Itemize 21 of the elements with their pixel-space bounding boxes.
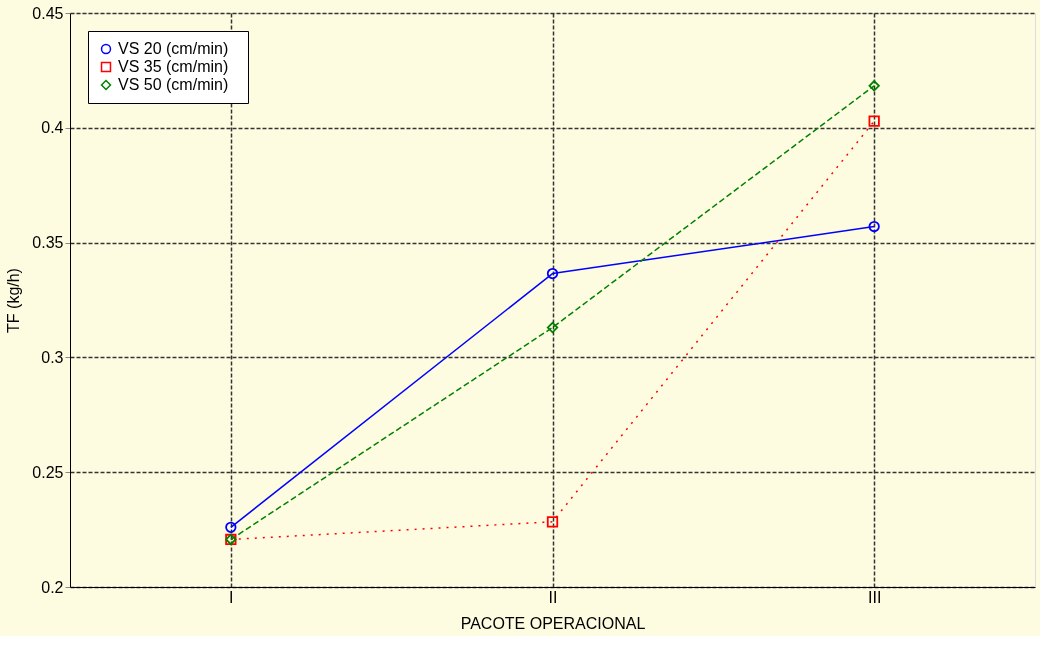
- y-tick-label: 0.2: [41, 578, 64, 596]
- point: [546, 321, 559, 334]
- point: [868, 220, 880, 233]
- y-tick-label: 0.4: [41, 119, 64, 137]
- point: [868, 115, 880, 127]
- x-tick-label: III: [867, 588, 882, 606]
- point: [546, 267, 559, 280]
- legend-label: VS 20 (cm/min): [118, 40, 229, 57]
- point: [546, 516, 559, 528]
- y-tick-label: 0.25: [32, 463, 64, 481]
- point: [868, 80, 880, 92]
- x-tick-label: II: [548, 588, 558, 606]
- legend-label: VS 35 (cm/min): [118, 58, 229, 75]
- y-tick-label: 0.45: [32, 4, 64, 22]
- y-tick-label: 0.35: [32, 234, 64, 252]
- point: [225, 521, 237, 533]
- x-tick-label: I: [229, 588, 234, 606]
- y-axis-title: TF (kg/h): [5, 268, 23, 333]
- x-axis-title: PACOTE OPERACIONAL: [460, 614, 646, 632]
- y-tick-label: 0.3: [41, 348, 64, 366]
- legend-label: VS 50 (cm/min): [118, 76, 229, 93]
